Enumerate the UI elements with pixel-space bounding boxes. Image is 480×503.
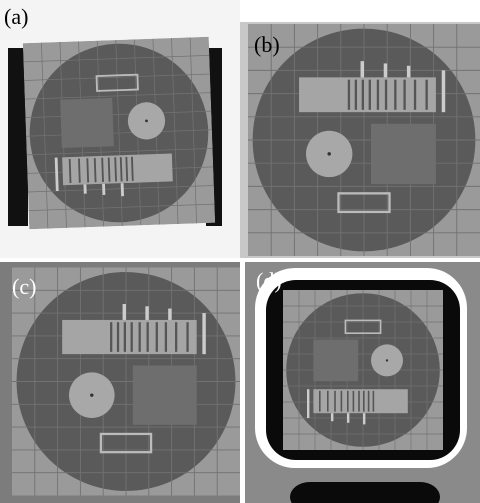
panel-b bbox=[240, 22, 480, 258]
panel-d bbox=[245, 262, 480, 503]
panel-a bbox=[0, 0, 240, 258]
panel-label: (d) bbox=[256, 268, 282, 293]
panel-label: (a) bbox=[4, 4, 28, 29]
panel-label: (b) bbox=[254, 32, 280, 57]
panel-label: (c) bbox=[12, 274, 36, 299]
figure: (a) (b) (c) (d) bbox=[0, 0, 480, 503]
